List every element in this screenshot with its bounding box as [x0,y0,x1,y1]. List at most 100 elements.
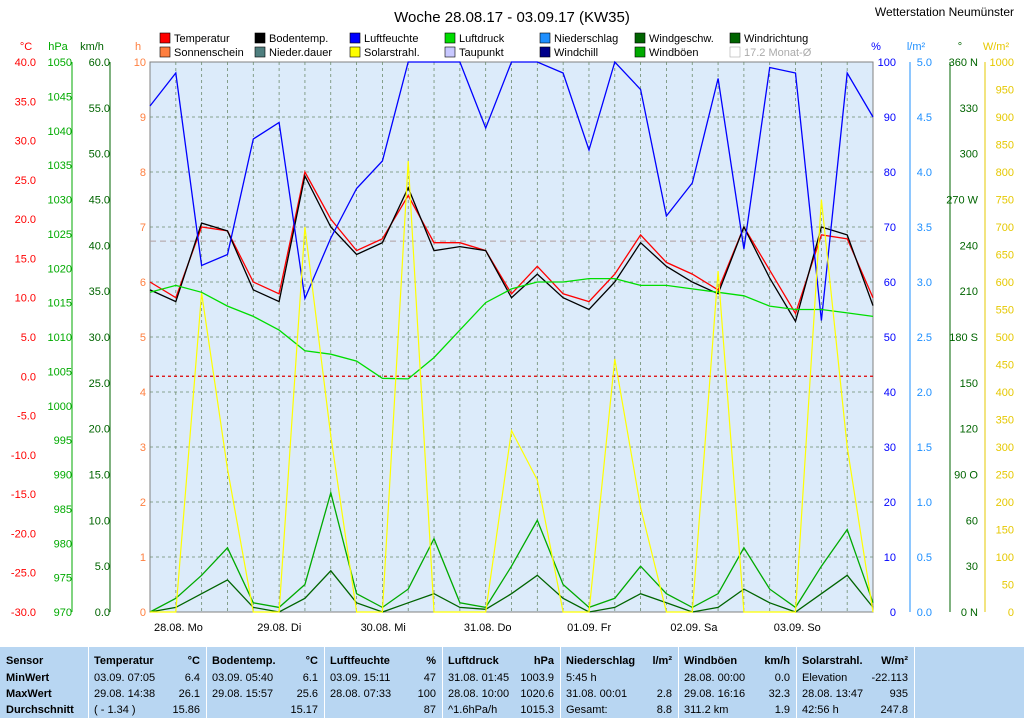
pressure-axis-tick: 975 [54,573,72,585]
sun-axis-tick: 10 [134,57,146,69]
stats-cell-label: 29.08. 16:16 [684,688,746,700]
pressure-axis-tick: 1050 [48,57,72,69]
rain-axis-tick: 3.5 [917,222,932,234]
temp-axis-tick: 0.0 [21,371,36,383]
solar-axis-tick: 250 [996,470,1014,482]
wind-axis-tick: 50.0 [89,149,110,161]
wind-axis-tick: 0.0 [95,607,110,619]
sun-axis-tick: 3 [140,442,146,454]
legend-swatch [159,32,171,44]
pressure-axis-tick: 980 [54,538,72,550]
legend-label: Windböen [649,47,699,59]
axis-header-rain: l/m² [907,41,926,53]
plot-area [149,60,874,613]
dir-axis-tick: 180 S [949,332,978,344]
axis-header-sun: h [135,41,141,53]
legend-label: Windgeschw. [649,33,714,45]
axis-header-solar: W/m² [983,41,1010,53]
stats-cell-label: Elevation [802,672,848,684]
legend-label: Windchill [554,47,598,59]
legend-label: 17.2 Monat-Ø [744,47,812,59]
stats-table: Sensor MinWert MaxWert Durchschnitt Temperat… [0,647,1024,718]
humidity-axis-tick: 20 [884,497,896,509]
legend-label: Luftfeuchte [364,33,418,45]
wind-axis-tick: 25.0 [89,378,110,390]
rain-axis-tick: 4.0 [917,167,932,179]
stats-cell-value: 6.4 [184,672,200,684]
solar-axis-tick: 800 [996,167,1014,179]
temp-axis-tick: 25.0 [15,175,36,187]
legend-label: Taupunkt [459,47,504,59]
dir-axis-tick: 60 [966,515,978,527]
dir-axis-tick: 330 [960,103,978,115]
dir-axis-tick: 0 N [961,607,978,619]
dir-axis-tick: 90 O [954,470,978,482]
stats-cell-label: 03.09. 05:40 [212,672,274,684]
stats-cell-label: 31.08. 00:01 [566,688,628,700]
stats-unit: °C [187,655,200,667]
stats-cell-value: 935 [889,688,908,700]
stats-cell-label: MaxWert [6,688,52,700]
stats-unit: km/h [764,655,790,667]
legend: Temperatur Sonnenschein Bodentemp. Nieder.d… [159,32,812,59]
legend-swatch [729,32,741,44]
stats-unit: W/m² [881,655,908,667]
rain-axis-tick: 1.5 [917,442,932,454]
pressure-axis-tick: 1010 [48,332,72,344]
legend-swatch [634,46,646,58]
axis-header-dir: ° [958,41,962,53]
temp-axis-tick: 30.0 [15,136,36,148]
stats-cell-value: 100 [417,688,436,700]
stats-cell-value: 15.86 [172,704,200,716]
solar-axis-tick: 200 [996,497,1014,509]
legend-label: Temperatur [174,33,230,45]
stats-unit: % [426,655,436,667]
dir-axis-tick: 360 N [949,57,978,69]
stats-cell-value: 2.8 [656,688,672,700]
stats-header: Luftfeuchte [330,655,390,667]
stats-cell-value: 47 [423,672,436,684]
wind-axis-tick: 15.0 [89,470,110,482]
stats-cell-value: 0.0 [774,672,790,684]
solar-axis-tick: 400 [996,387,1014,399]
stats-column: Luftdruck hPa 31.08. 01:45 1003.9 28.08. 10:… [442,647,561,718]
stats-cell-value: 1020.6 [520,688,554,700]
stats-cell-label: MinWert [6,672,50,684]
pressure-axis-tick: 1025 [48,229,72,241]
axis-header-pressure: hPa [48,41,68,53]
stats-header: Solarstrahl. [802,655,863,667]
sun-axis-tick: 8 [140,167,146,179]
dir-axis-tick: 210 [960,286,978,298]
stats-cell-label: 5:45 h [566,672,597,684]
humidity-axis-tick: 30 [884,442,896,454]
stats-cell-value: 32.3 [768,688,790,700]
legend-swatch [254,32,266,44]
stats-unit: l/m² [652,655,672,667]
sun-axis-tick: 1 [140,552,146,564]
stats-cell-label: 28.08. 10:00 [448,688,510,700]
stats-column: Sensor MinWert MaxWert Durchschnitt [0,647,89,718]
pressure-axis-tick: 1040 [48,126,72,138]
rain-axis-tick: 2.0 [917,387,932,399]
stats-cell-label: 03.09. 07:05 [94,672,156,684]
temp-axis-tick: 40.0 [15,57,36,69]
solar-axis-tick: 600 [996,277,1014,289]
dir-axis-tick: 150 [960,378,978,390]
stats-column: Solarstrahl. W/m² Elevation -22.113 28.08. 1… [796,647,915,718]
pressure-axis-tick: 970 [54,607,72,619]
dir-axis-tick: 300 [960,149,978,161]
solar-axis-tick: 450 [996,360,1014,372]
humidity-axis-tick: 60 [884,277,896,289]
stats-cell-label: 31.08. 01:45 [448,672,510,684]
stats-cell-value: 6.1 [302,672,318,684]
wind-axis-tick: 55.0 [89,103,110,115]
solar-axis-tick: 300 [996,442,1014,454]
stats-column: Luftfeuchte% 03.09. 15:11 47 28.08. 07:33 10… [324,647,443,718]
temp-axis-tick: -20.0 [11,528,36,540]
stats-header: Niederschlag [566,655,636,667]
stats-cell-label: 42:56 h [802,704,839,716]
chart-title: Woche 28.08.17 - 03.09.17 (KW35) [394,9,630,26]
legend-swatch [444,46,456,58]
wind-axis-tick: 60.0 [89,57,110,69]
stats-cell-value: 1003.9 [520,672,554,684]
